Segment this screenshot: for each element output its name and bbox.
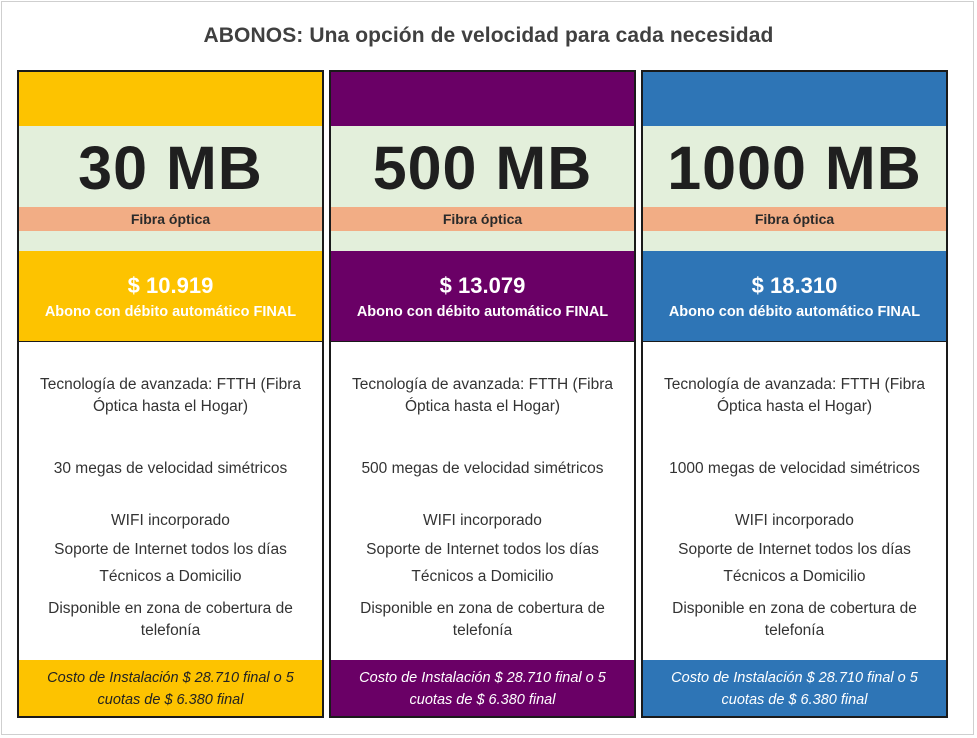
feature-speed: 30 megas de velocidad simétricos <box>53 460 288 477</box>
plan-speed: 30 MB <box>78 134 263 202</box>
plan-installation-cost: Costo de Instalación $ 28.710 final o 5 … <box>643 660 946 716</box>
feature-support: Soporte de Internet todos los días <box>54 541 287 558</box>
feature-coverage: Disponible en zona de cobertura de telef… <box>360 600 605 639</box>
plan-price-band: $ 10.919 Abono con débito automático FIN… <box>19 251 322 341</box>
plan-price-band: $ 13.079 Abono con débito automático FIN… <box>331 251 634 341</box>
feature-coverage: Disponible en zona de cobertura de telef… <box>672 600 917 639</box>
plan-speed-band: 1000 MB <box>643 126 946 207</box>
plan-price: $ 13.079 <box>439 272 526 298</box>
feature-technicians: Técnicos a Domicilio <box>99 568 242 585</box>
plan-features: Tecnología de avanzada: FTTH (Fibra Ópti… <box>331 341 634 660</box>
feature-technology: Tecnología de avanzada: FTTH (Fibra Ópti… <box>39 376 302 415</box>
feature-support: Soporte de Internet todos los días <box>366 541 599 558</box>
feature-coverage: Disponible en zona de cobertura de telef… <box>48 600 293 639</box>
plan-card-30mb[interactable]: 30 MB Fibra óptica $ 10.919 Abono con dé… <box>17 70 324 718</box>
plan-top-band <box>331 72 634 126</box>
plan-speed-band: 30 MB <box>19 126 322 207</box>
page-title: ABONOS: Una opción de velocidad para cad… <box>203 24 774 47</box>
feature-support: Soporte de Internet todos los días <box>678 541 911 558</box>
feature-wifi: WIFI incorporado <box>735 512 854 529</box>
feature-technicians: Técnicos a Domicilio <box>411 568 554 585</box>
plan-features: Tecnología de avanzada: FTTH (Fibra Ópti… <box>19 341 322 660</box>
feature-technology: Tecnología de avanzada: FTTH (Fibra Ópti… <box>663 376 926 415</box>
plan-gap-band <box>19 231 322 251</box>
plan-gap-band <box>331 231 634 251</box>
plan-fiber-label: Fibra óptica <box>643 207 946 231</box>
feature-wifi: WIFI incorporado <box>423 512 542 529</box>
plan-installation-cost: Costo de Instalación $ 28.710 final o 5 … <box>19 660 322 716</box>
plan-features: Tecnología de avanzada: FTTH (Fibra Ópti… <box>643 341 946 660</box>
plan-installation-cost: Costo de Instalación $ 28.710 final o 5 … <box>331 660 634 716</box>
feature-technology: Tecnología de avanzada: FTTH (Fibra Ópti… <box>351 376 614 415</box>
plan-speed: 500 MB <box>372 134 593 202</box>
plan-card-1000mb[interactable]: 1000 MB Fibra óptica $ 18.310 Abono con … <box>641 70 948 718</box>
plan-price-band: $ 18.310 Abono con débito automático FIN… <box>643 251 946 341</box>
plan-top-band <box>643 72 946 126</box>
plan-price: $ 18.310 <box>751 272 838 298</box>
plan-card-500mb[interactable]: 500 MB Fibra óptica $ 13.079 Abono con d… <box>329 70 636 718</box>
plan-speed-band: 500 MB <box>331 126 634 207</box>
plan-gap-band <box>643 231 946 251</box>
feature-technicians: Técnicos a Domicilio <box>723 568 866 585</box>
feature-speed: 1000 megas de velocidad simétricos <box>669 460 920 477</box>
plan-price: $ 10.919 <box>127 272 214 298</box>
plan-speed: 1000 MB <box>667 134 922 202</box>
plan-price-caption: Abono con débito automático FINAL <box>44 304 297 321</box>
plan-price-caption: Abono con débito automático FINAL <box>668 304 921 321</box>
plan-top-band <box>19 72 322 126</box>
plan-price-caption: Abono con débito automático FINAL <box>356 304 609 321</box>
feature-wifi: WIFI incorporado <box>111 512 230 529</box>
plan-fiber-label: Fibra óptica <box>19 207 322 231</box>
plan-fiber-label: Fibra óptica <box>331 207 634 231</box>
feature-speed: 500 megas de velocidad simétricos <box>361 460 604 477</box>
